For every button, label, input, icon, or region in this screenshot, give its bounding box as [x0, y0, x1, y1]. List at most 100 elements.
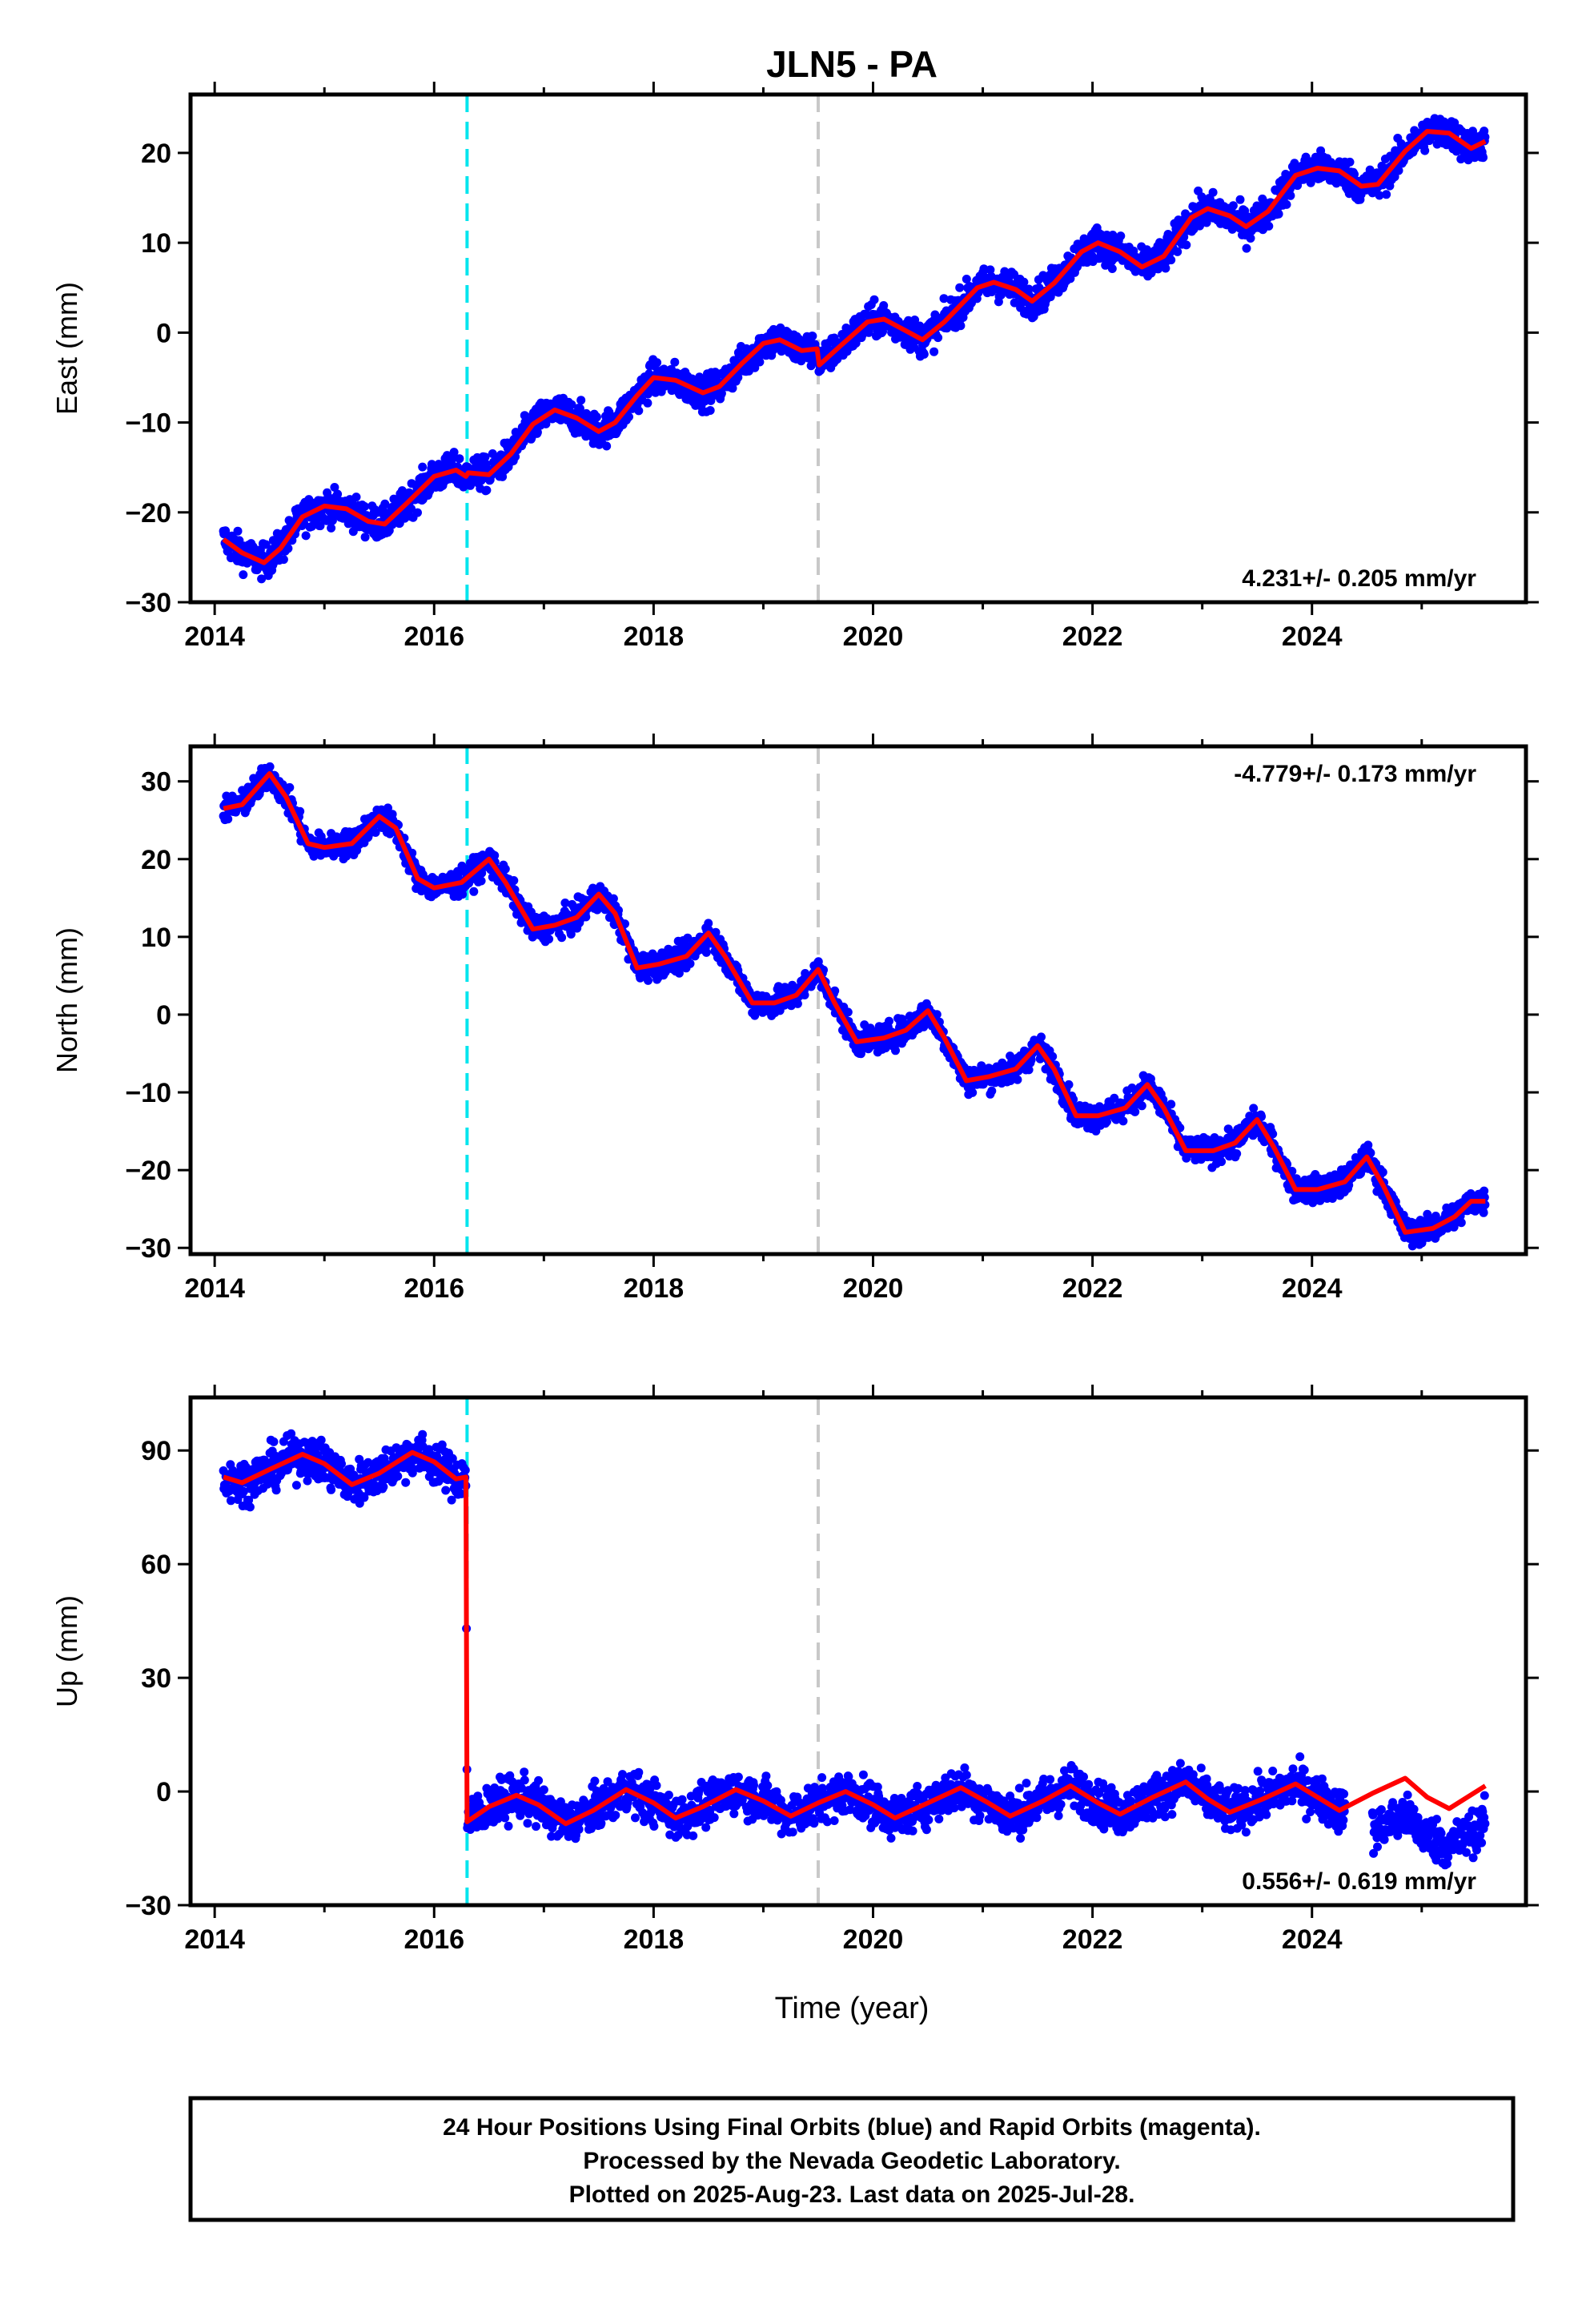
observation-point	[581, 912, 591, 922]
observation-point	[261, 540, 271, 549]
observation-point	[371, 828, 380, 837]
observation-point	[360, 502, 369, 511]
observation-point	[1420, 146, 1430, 155]
observation-point	[1345, 157, 1355, 167]
observation-point	[1166, 1100, 1176, 1109]
observation-point	[233, 526, 243, 536]
chart-title: JLN5 - PA	[766, 43, 938, 85]
observation-point	[560, 899, 570, 907]
observation-point	[644, 975, 652, 985]
observation-point	[283, 544, 293, 553]
observation-point	[728, 384, 737, 393]
observation-point	[808, 332, 817, 341]
observation-point	[592, 905, 602, 915]
y-tick-label: −30	[125, 588, 171, 618]
observation-point	[455, 454, 464, 464]
observation-point	[330, 483, 339, 492]
observation-point	[1286, 191, 1295, 200]
observation-point	[1235, 195, 1245, 204]
observation-point	[930, 347, 939, 356]
observation-point	[544, 935, 554, 944]
observation-point	[380, 499, 390, 509]
observation-point	[469, 887, 479, 896]
plot-area-north	[219, 746, 1490, 1254]
observation-point	[541, 419, 551, 428]
x-tick-label: 2018	[624, 621, 685, 652]
x-tick-label: 2014	[184, 621, 245, 652]
observations-east	[219, 114, 1490, 584]
observation-point	[634, 406, 644, 416]
observation-point	[1166, 255, 1176, 265]
observation-point	[279, 555, 288, 565]
observation-point	[239, 570, 248, 580]
panel-north: 2014 2016 2018 2020 2022 2024−30−20−100102030…	[50, 734, 1539, 1304]
observation-point	[1064, 1080, 1074, 1089]
observations-north	[219, 762, 1490, 1251]
plot-area-east	[219, 94, 1490, 602]
y-tick-label: 10	[141, 228, 171, 259]
observation-point	[1228, 201, 1238, 211]
observation-point	[490, 850, 500, 860]
observation-point	[351, 493, 361, 502]
panels: 2014 2016 2018 2020 2022 2024−30−20−1001020Ea…	[50, 82, 1539, 1955]
observation-point	[755, 357, 765, 367]
x-tick-label: 2024	[1282, 621, 1343, 652]
observation-point	[910, 316, 920, 324]
observation-point	[624, 412, 633, 421]
observation-point	[705, 406, 715, 415]
observation-point	[1073, 262, 1082, 271]
observation-point	[1182, 240, 1191, 250]
observation-point	[1154, 264, 1163, 274]
observation-point	[418, 462, 428, 472]
observation-point	[301, 531, 311, 541]
observation-point	[1242, 243, 1251, 253]
observation-point	[643, 398, 652, 408]
observation-point	[652, 358, 662, 368]
observation-point	[285, 782, 295, 792]
observation-point	[1101, 260, 1110, 270]
observation-point	[962, 275, 971, 283]
observation-point	[407, 504, 416, 513]
x-tick-label: 2022	[1062, 621, 1123, 652]
observation-point	[1010, 298, 1019, 308]
observation-point	[1232, 1149, 1242, 1159]
observation-point	[448, 454, 457, 464]
observation-point	[879, 301, 889, 310]
observation-point	[919, 349, 929, 359]
observation-point	[1382, 190, 1391, 199]
observation-point	[476, 876, 486, 886]
observation-point	[670, 357, 680, 367]
observation-point	[1264, 221, 1274, 231]
observation-point	[315, 521, 325, 531]
observation-point	[327, 523, 336, 533]
x-tick-label: 2020	[843, 621, 904, 652]
observation-point	[934, 333, 943, 343]
observation-point	[608, 894, 618, 903]
observation-point	[532, 428, 542, 437]
observation-point	[383, 803, 392, 813]
observation-point	[449, 448, 459, 457]
observation-point	[701, 947, 711, 957]
observation-point	[851, 339, 861, 348]
observation-point	[878, 327, 887, 336]
observation-point	[1037, 1032, 1046, 1042]
plot-frame-east	[188, 92, 1528, 605]
observation-point	[509, 876, 519, 885]
observation-point	[1217, 1157, 1227, 1167]
observation-point	[257, 574, 267, 584]
observation-point	[567, 400, 576, 409]
observation-point	[1208, 187, 1218, 197]
observation-point	[987, 1086, 997, 1096]
observation-point	[333, 489, 343, 499]
observation-point	[1024, 284, 1034, 294]
x-tick-label: 2016	[404, 621, 464, 652]
observation-point	[480, 452, 490, 462]
observation-point	[1118, 1116, 1128, 1126]
observation-point	[1479, 153, 1488, 163]
observation-point	[685, 959, 695, 968]
rate-annotation-east: 4.231+/- 0.205 mm/yr	[1242, 565, 1476, 592]
observation-point	[1394, 166, 1403, 175]
observation-point	[1019, 277, 1029, 287]
observation-point	[1013, 1075, 1022, 1084]
